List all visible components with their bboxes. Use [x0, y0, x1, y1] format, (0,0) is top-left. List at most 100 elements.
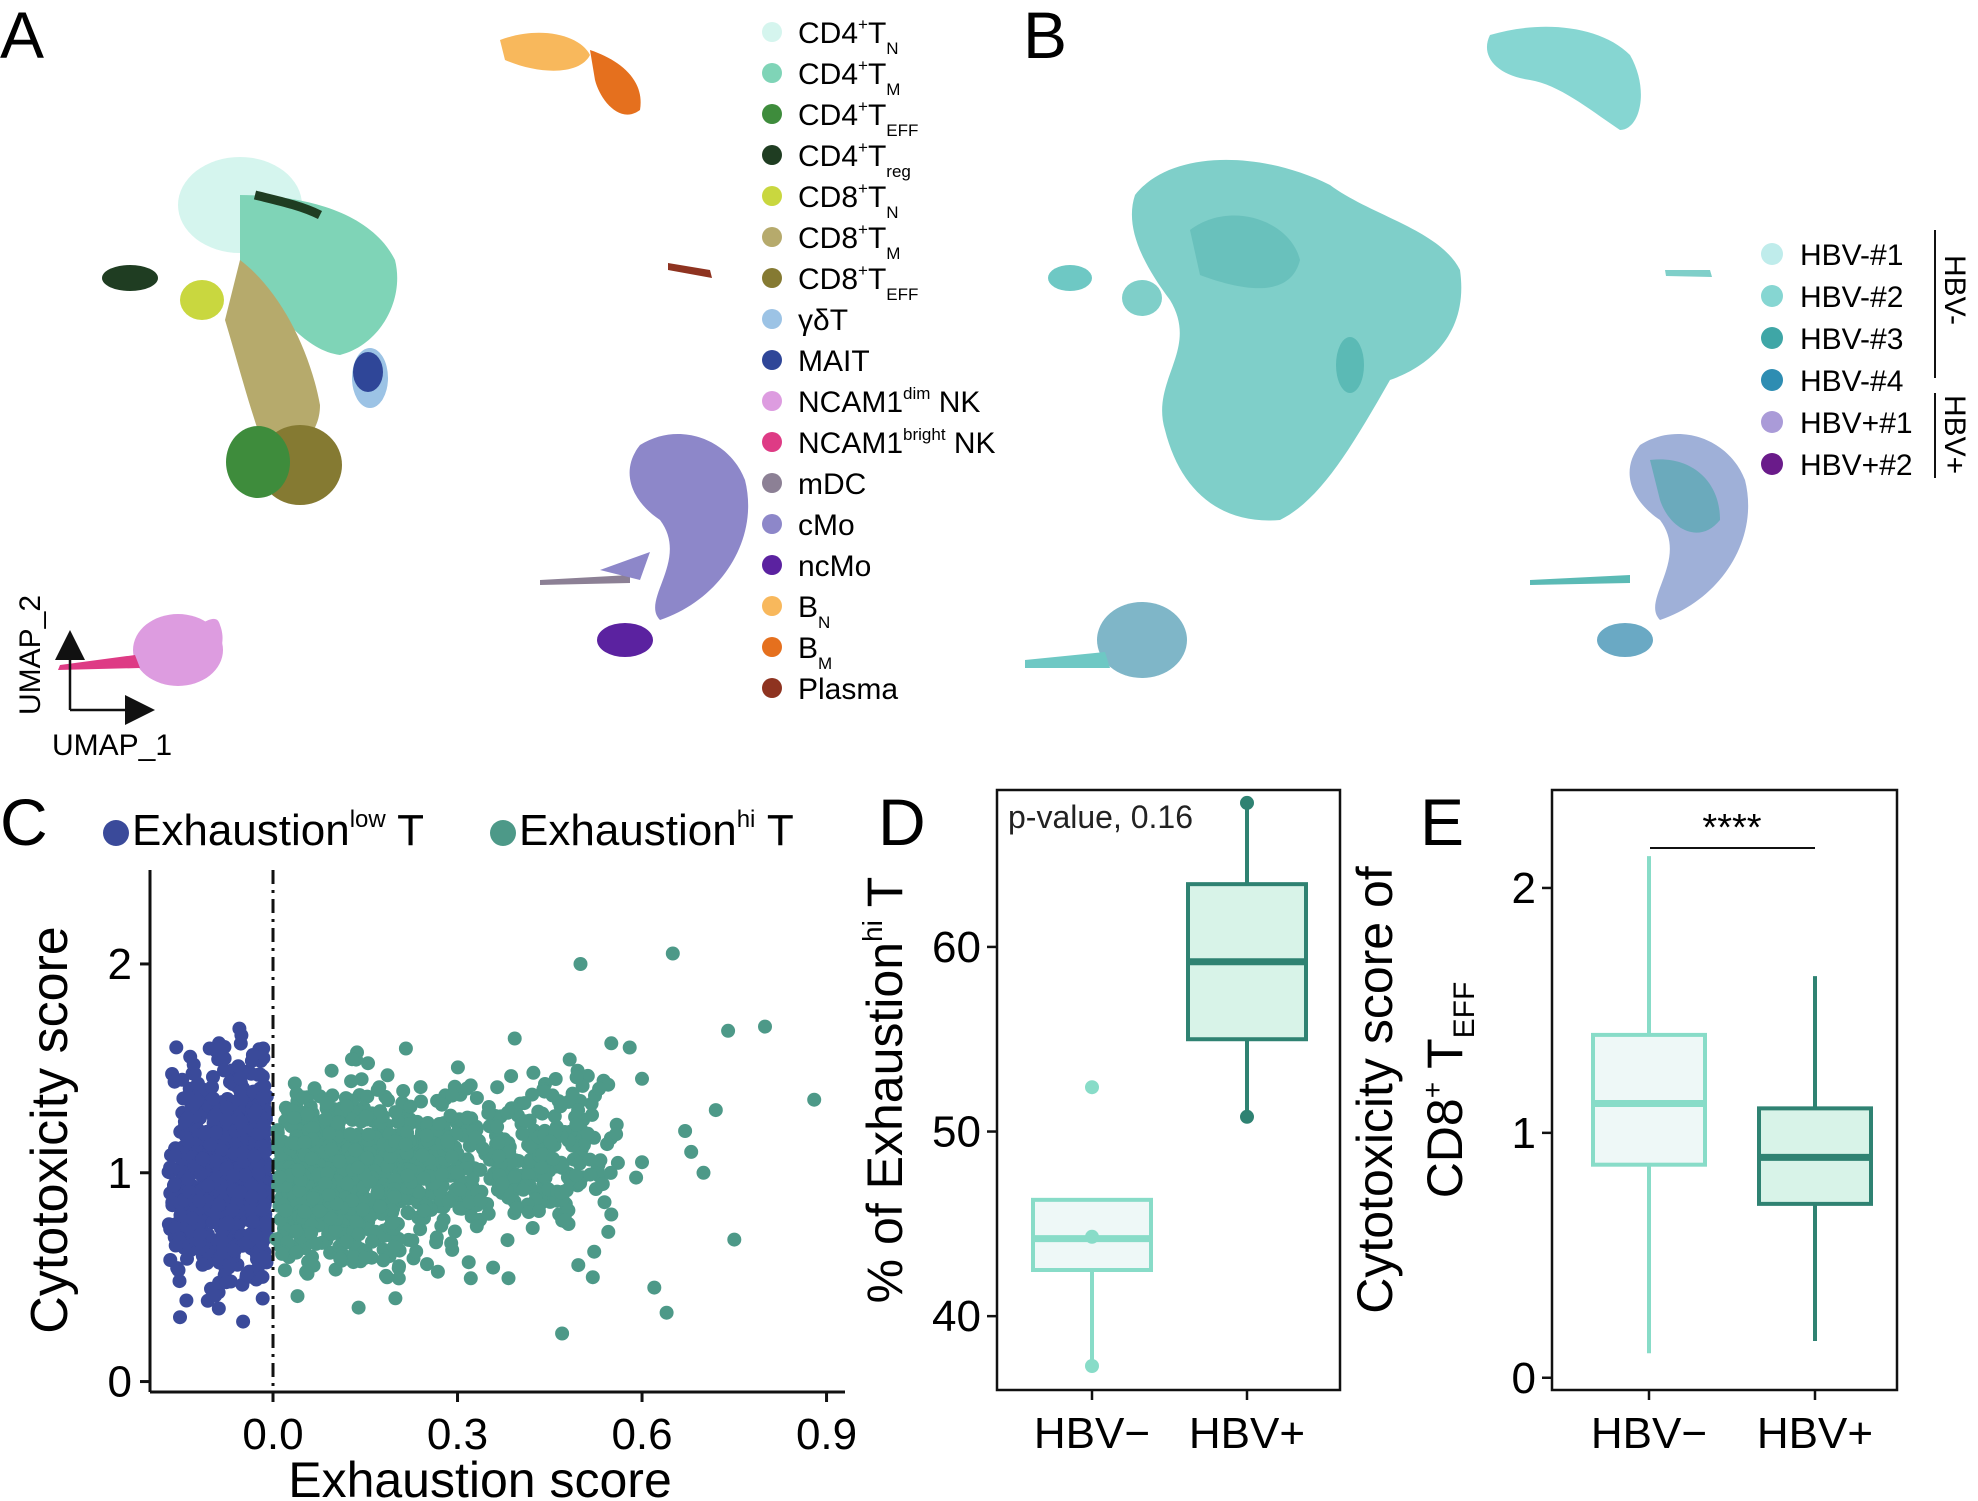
legend-a-sup: + — [858, 220, 868, 239]
point-exh-hi-outlier — [635, 1071, 649, 1086]
point-exh-low — [203, 1137, 218, 1152]
point-exh-low — [172, 1274, 187, 1289]
point-exh-hi-outlier — [604, 1207, 619, 1222]
legend-c-low-sup: low — [350, 806, 387, 833]
legend-b-label: HBV-#4 — [1800, 365, 1903, 398]
point-exh-hi-outlier — [665, 946, 680, 961]
point-exh-low — [234, 1114, 248, 1129]
box-d-ylabel-tail: T — [857, 877, 913, 921]
point-exh-hi — [322, 1126, 337, 1141]
umap-x-label: UMAP_1 — [52, 729, 172, 762]
point-exh-hi — [587, 1244, 602, 1259]
point-exh-hi-outlier — [585, 1270, 600, 1285]
y-tick-label: 0 — [108, 1358, 132, 1407]
point-exh-hi — [305, 1121, 320, 1136]
cluster-b-myeloid-shade — [1650, 459, 1720, 533]
point-exh-hi — [562, 1052, 577, 1067]
point-exh-hi — [495, 1176, 510, 1191]
legend-a-base: NCAM1 — [798, 427, 903, 460]
legend-b-swatch — [1761, 369, 1783, 391]
point-exh-hi — [359, 1109, 374, 1124]
point-exh-hi — [453, 1182, 467, 1197]
point-exh-hi — [332, 1154, 347, 1169]
point-exh-hi — [491, 1149, 506, 1164]
point-exh-low — [180, 1089, 195, 1104]
legend-a-swatch — [762, 186, 782, 206]
point-exh-hi — [580, 1126, 595, 1141]
panel-label-e: E — [1420, 785, 1464, 859]
cluster-b-treg-island — [1048, 265, 1092, 291]
legend-a-base: Plasma — [798, 673, 898, 706]
point-exh-hi — [318, 1176, 333, 1191]
point-exh-hi — [444, 1149, 459, 1164]
cluster-ncam1-dim-nk-core — [133, 614, 223, 686]
point-exh-hi — [318, 1111, 333, 1126]
point-exh-hi — [516, 1182, 531, 1197]
box-point — [1085, 1229, 1099, 1244]
point-exh-hi — [385, 1216, 400, 1230]
cluster-b-nk — [1097, 602, 1187, 678]
legend-a-base: CD4 — [798, 99, 858, 132]
x-tick-label: 0.9 — [796, 1410, 857, 1459]
cluster-cd4-teff — [226, 426, 290, 498]
legend-a-swatch — [762, 22, 782, 42]
point-exh-hi — [348, 1143, 363, 1158]
point-exh-hi — [473, 1162, 488, 1177]
legend-a-base: CD8 — [798, 263, 858, 296]
point-exh-hi — [525, 1221, 540, 1235]
cluster-ncmo — [597, 623, 653, 657]
legend-b-swatch — [1761, 453, 1783, 475]
point-exh-hi — [351, 1227, 366, 1242]
point-exh-hi — [391, 1271, 406, 1286]
x-tick-label: HBV− — [1591, 1409, 1707, 1458]
panel-label-c: C — [0, 785, 48, 859]
legend-b-swatch — [1761, 243, 1783, 265]
legend-a-label: CD8+TN — [798, 179, 899, 222]
legend-b-label: HBV-#3 — [1800, 323, 1903, 356]
cluster-b-tcells-shade — [1190, 215, 1300, 289]
point-exh-hi — [291, 1163, 306, 1178]
box-point — [1240, 1109, 1254, 1124]
point-exh-hi — [569, 1070, 584, 1085]
legend-a-base: CD4 — [798, 17, 858, 50]
box-hbv-pos — [1186, 795, 1308, 1124]
legend-a-sup: + — [858, 15, 868, 34]
point-exh-hi — [450, 1165, 465, 1180]
point-exh-hi — [319, 1096, 334, 1110]
point-exh-hi — [447, 1224, 462, 1239]
legend-c-hi-marker — [490, 820, 516, 846]
legend-a-cell: T — [868, 263, 886, 296]
point-exh-hi — [413, 1080, 428, 1095]
point-exh-low — [257, 1250, 272, 1265]
point-exh-hi — [324, 1142, 339, 1157]
point-exh-hi-outlier — [727, 1232, 742, 1247]
point-exh-hi — [491, 1136, 506, 1151]
x-tick-label: 0.3 — [427, 1410, 488, 1459]
significance-stars: **** — [1702, 807, 1761, 849]
box-d-frame — [995, 788, 1342, 1392]
legend-a-base: MAIT — [798, 345, 870, 378]
cluster-cd8-tn — [180, 280, 224, 320]
point-exh-hi — [324, 1211, 338, 1226]
point-exh-low — [220, 1216, 235, 1231]
panel-label-a: A — [0, 0, 44, 72]
point-exh-hi — [370, 1185, 385, 1200]
y-tick-label: 60 — [932, 923, 981, 972]
point-exh-hi — [309, 1236, 323, 1251]
point-exh-low — [217, 1063, 231, 1078]
point-exh-hi — [501, 1271, 516, 1286]
point-exh-hi — [328, 1222, 343, 1237]
legend-a-label: cMo — [798, 509, 855, 542]
point-exh-hi — [360, 1089, 375, 1104]
point-exh-low — [226, 1168, 241, 1183]
point-exh-hi — [361, 1056, 375, 1071]
point-exh-low — [181, 1172, 196, 1187]
legend-c-low-marker — [103, 820, 129, 846]
legend-b-group-neg: HBV- — [1938, 255, 1971, 325]
point-exh-hi — [509, 1201, 524, 1216]
point-exh-low — [256, 1041, 271, 1056]
point-exh-hi — [515, 1126, 530, 1141]
y-tick-label: 1 — [108, 1149, 132, 1198]
point-exh-hi — [300, 1107, 315, 1122]
point-exh-low — [255, 1202, 270, 1217]
